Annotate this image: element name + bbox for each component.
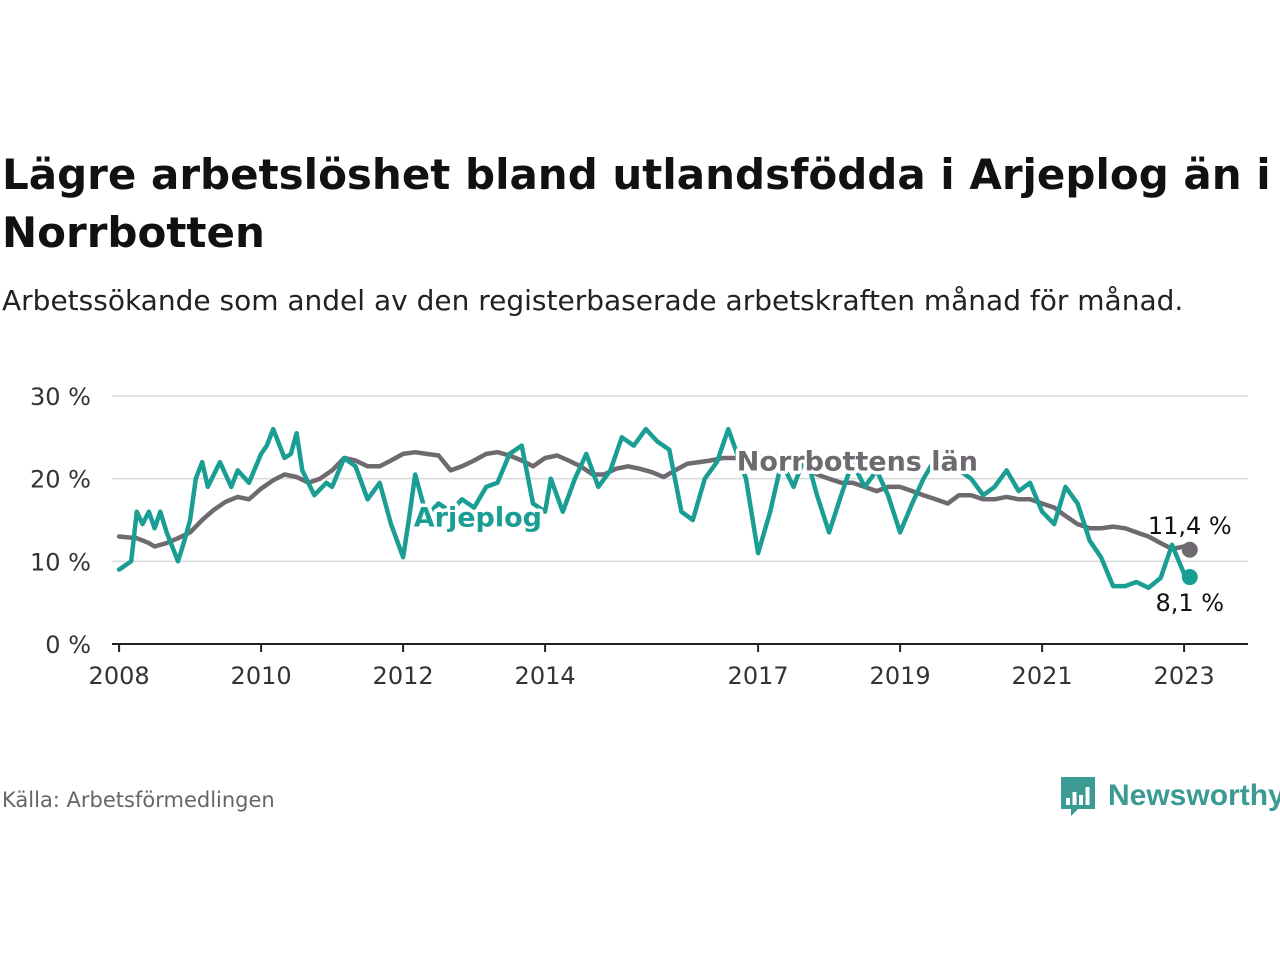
brand-logo: Newsworthy — [1058, 774, 1280, 818]
series-label-norrbottens-l-n: Norrbottens län — [737, 446, 978, 477]
end-label-arjeplog: 8,1 % — [1155, 589, 1224, 617]
end-point-norrbottens-l-n — [1181, 541, 1198, 558]
end-point-arjeplog — [1181, 569, 1198, 586]
x-tick-label: 2021 — [1012, 662, 1073, 690]
series-line-arjeplog — [116, 426, 1193, 591]
chart-title: Lägre arbetslöshet bland utlandsfödda i … — [2, 150, 1271, 257]
series-line-norrbottens-l-n — [116, 449, 1193, 553]
x-tick-label: 2017 — [728, 662, 789, 690]
y-tick-label: 30 % — [30, 383, 91, 411]
x-tick-label: 2010 — [231, 662, 292, 690]
x-tick-label: 2012 — [373, 662, 434, 690]
series-label-arjeplog: Arjeplog — [414, 503, 542, 534]
x-tick-label: 2023 — [1154, 662, 1215, 690]
source-note: Källa: Arbetsförmedlingen — [2, 788, 275, 812]
y-tick-label: 0 % — [45, 631, 91, 659]
chart-subtitle: Arbetssökande som andel av den registerb… — [2, 284, 1184, 317]
x-tick-label: 2008 — [89, 662, 150, 690]
end-label-norrbottens-lan: 11,4 % — [1148, 512, 1232, 540]
bar-chart-speech-bubble-icon — [1061, 777, 1095, 816]
y-tick-label: 10 % — [30, 548, 91, 576]
x-tick-label: 2014 — [515, 662, 576, 690]
y-tick-label: 20 % — [30, 466, 91, 494]
line-chart: 0 % 10 % 20 % 30 % 2008 2010 2012 2014 2017 2019 2… — [30, 383, 1248, 690]
brand-name: Newsworthy — [1108, 779, 1280, 812]
x-tick-label: 2019 — [870, 662, 931, 690]
